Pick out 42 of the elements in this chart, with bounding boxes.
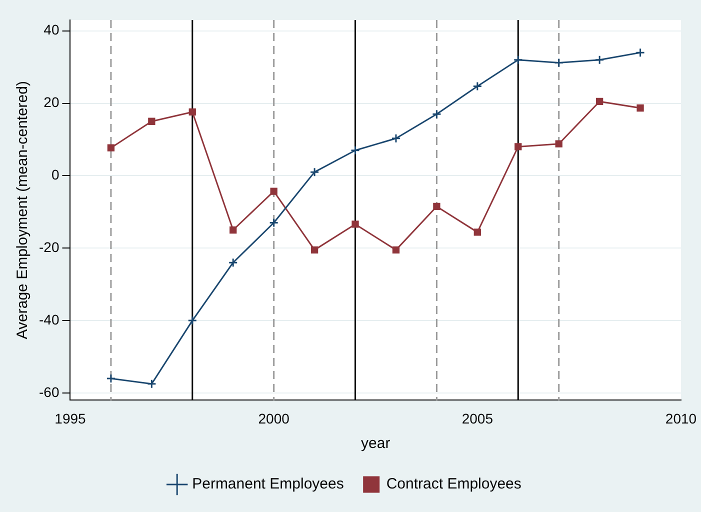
x-axis-title: year: [361, 435, 390, 452]
point: [188, 316, 198, 326]
point: [636, 104, 644, 112]
point: [514, 143, 522, 150]
point: [554, 58, 564, 68]
point: [270, 188, 278, 195]
point: [310, 246, 318, 254]
y-tick-label: 20: [44, 94, 60, 110]
point: [107, 144, 115, 152]
x-tick-label: 1995: [54, 410, 86, 426]
x-tick-label: 2010: [665, 410, 697, 426]
point: [555, 140, 562, 148]
point: [230, 226, 237, 234]
point: [106, 374, 116, 384]
point: [188, 108, 196, 116]
point: [594, 55, 604, 65]
point: [432, 109, 442, 119]
point: [310, 167, 320, 177]
point: [228, 258, 238, 268]
point: [513, 55, 523, 65]
y-axis-title: Average Employment (mean-centered): [14, 81, 32, 340]
point: [148, 118, 156, 125]
y-tick-label: -60: [39, 384, 60, 400]
x-tick-label: 2005: [462, 410, 494, 426]
point: [596, 98, 604, 106]
legend-label: Contract Employees: [386, 476, 522, 493]
point: [146, 379, 156, 389]
point: [472, 82, 482, 92]
legend-label: Permanent Employees: [192, 476, 344, 493]
point: [474, 228, 481, 236]
y-tick-label: 0: [51, 166, 60, 183]
point: [392, 246, 400, 254]
point: [433, 202, 440, 210]
point: [350, 146, 360, 156]
y-tick-label: 40: [44, 22, 60, 38]
x-tick-label: 2000: [258, 410, 290, 426]
y-tick-label: -40: [39, 311, 60, 328]
y-tick-label: -20: [39, 238, 60, 255]
point: [352, 220, 359, 228]
point: [391, 134, 401, 144]
point: [269, 218, 279, 228]
point: [636, 48, 646, 58]
